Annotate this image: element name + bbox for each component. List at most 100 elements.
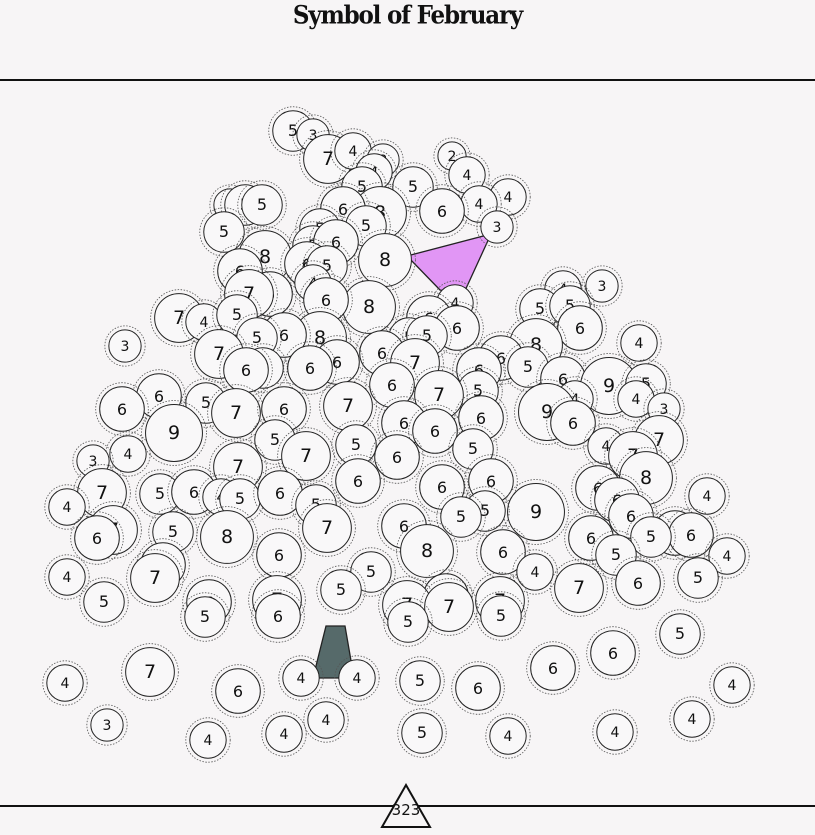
number-piece[interactable]: 7 — [320, 378, 377, 435]
number-piece[interactable]: 4 — [670, 697, 714, 741]
piece-label: 6 — [399, 414, 409, 433]
number-piece[interactable]: 3 — [87, 705, 127, 745]
piece-label: 7 — [173, 307, 185, 329]
piece-label: 4 — [61, 676, 70, 692]
number-piece[interactable]: 5 — [674, 554, 723, 603]
piece-label: 4 — [63, 570, 72, 586]
number-piece[interactable]: 4 — [710, 663, 754, 707]
piece-label: 4 — [703, 489, 712, 505]
number-piece[interactable]: 4 — [304, 698, 348, 742]
number-piece[interactable]: 4 — [593, 710, 637, 754]
number-piece[interactable]: 6 — [527, 642, 580, 695]
piece-label: 9 — [603, 375, 615, 397]
piece-label: 6 — [575, 319, 585, 338]
piece-label: 6 — [486, 472, 496, 491]
piece-label: 6 — [608, 644, 618, 663]
piece-label: 4 — [504, 729, 513, 745]
piece-label: 5 — [611, 545, 621, 564]
piece-label: 7 — [573, 577, 585, 599]
number-piece[interactable]: 4 — [279, 656, 323, 700]
piece-label: 5 — [403, 612, 413, 631]
piece-label: 7 — [213, 343, 225, 365]
number-piece[interactable]: 5 — [396, 657, 445, 706]
piece-label: 5 — [408, 177, 418, 196]
piece-label: 7 — [409, 352, 421, 374]
piece-label: 6 — [279, 400, 289, 419]
number-piece[interactable]: 4 — [685, 474, 729, 518]
number-piece[interactable]: 7 — [299, 500, 356, 557]
piece-label: 3 — [493, 220, 502, 236]
piece-label: 9 — [530, 501, 542, 523]
piece-label: 6 — [305, 359, 315, 378]
number-piece[interactable]: 5 — [656, 610, 705, 659]
piece-label: 4 — [531, 565, 540, 581]
piece-label: 5 — [219, 222, 229, 241]
number-piece[interactable]: 6 — [253, 529, 306, 582]
number-piece[interactable]: 6 — [212, 665, 265, 718]
number-piece[interactable]: 9 — [142, 401, 207, 466]
piece-label: 6 — [633, 574, 643, 593]
piece-label: 6 — [233, 682, 243, 701]
piece-label: 5 — [646, 527, 656, 546]
piece-label: 8 — [221, 526, 233, 548]
piece-label: 5 — [235, 489, 245, 508]
number-piece[interactable]: 5 — [317, 566, 366, 615]
piece-label: 7 — [443, 596, 455, 618]
number-piece[interactable]: 4 — [486, 714, 530, 758]
number-piece[interactable]: 5 — [398, 709, 447, 758]
piece-label: 5 — [415, 671, 425, 690]
number-piece[interactable]: 4 — [106, 432, 150, 476]
piece-label: 6 — [686, 526, 696, 545]
piece-label: 6 — [274, 546, 284, 565]
piece-label: 6 — [279, 326, 289, 345]
number-piece[interactable]: 4 — [617, 321, 661, 365]
piece-label: 6 — [430, 422, 440, 441]
number-piece[interactable]: 4 — [45, 555, 89, 599]
piece-label: 4 — [475, 197, 484, 213]
piece-label: 6 — [189, 483, 199, 502]
piece-label: 6 — [498, 543, 508, 562]
piece-label: 4 — [463, 168, 472, 184]
piece-label: 6 — [452, 319, 462, 338]
piece-label: 6 — [586, 529, 596, 548]
piece-label: 5 — [200, 607, 210, 626]
piece-label: 4 — [723, 549, 732, 565]
number-piece[interactable]: 4 — [43, 661, 87, 705]
number-piece[interactable]: 7 — [551, 560, 608, 617]
piece-label: 5 — [675, 624, 685, 643]
piece-label: 4 — [504, 190, 513, 206]
number-piece[interactable]: 4 — [186, 718, 230, 762]
piece-label: 6 — [377, 344, 387, 363]
piece-label: 6 — [437, 202, 447, 221]
piece-label: 6 — [392, 448, 402, 467]
piece-label: 8 — [363, 296, 375, 318]
number-piece[interactable]: 6 — [452, 662, 505, 715]
number-piece[interactable]: 6 — [587, 627, 640, 680]
piece-label: 6 — [332, 353, 342, 372]
piece-label: 7 — [433, 384, 445, 406]
number-piece[interactable]: 5 — [80, 578, 129, 627]
number-piece[interactable]: 3 — [105, 326, 145, 366]
piece-label: 4 — [204, 733, 213, 749]
piece-label: 5 — [351, 435, 361, 454]
piece-counter: 323 — [380, 783, 432, 829]
piece-label: 4 — [635, 336, 644, 352]
piece-label: 4 — [611, 725, 620, 741]
piece-label: 5 — [232, 305, 242, 324]
number-piece[interactable]: 4 — [262, 712, 306, 756]
piece-label: 5 — [468, 439, 478, 458]
piece-label: 4 — [353, 671, 362, 687]
piece-label: 7 — [96, 482, 108, 504]
piece-label: 5 — [366, 562, 376, 581]
piece-label: 5 — [496, 606, 506, 625]
piece-label: 7 — [144, 661, 156, 683]
piece-label: 6 — [117, 400, 127, 419]
piece-label: 3 — [103, 718, 112, 734]
number-piece[interactable]: 7 — [122, 644, 179, 701]
number-piece[interactable]: 6 — [612, 557, 665, 610]
pieces-layer: 5374345524446386555635558865644866743556… — [43, 107, 754, 762]
piece-label: 9 — [168, 422, 180, 444]
piece-label: 7 — [300, 445, 312, 467]
number-piece[interactable]: 7 — [421, 579, 478, 636]
